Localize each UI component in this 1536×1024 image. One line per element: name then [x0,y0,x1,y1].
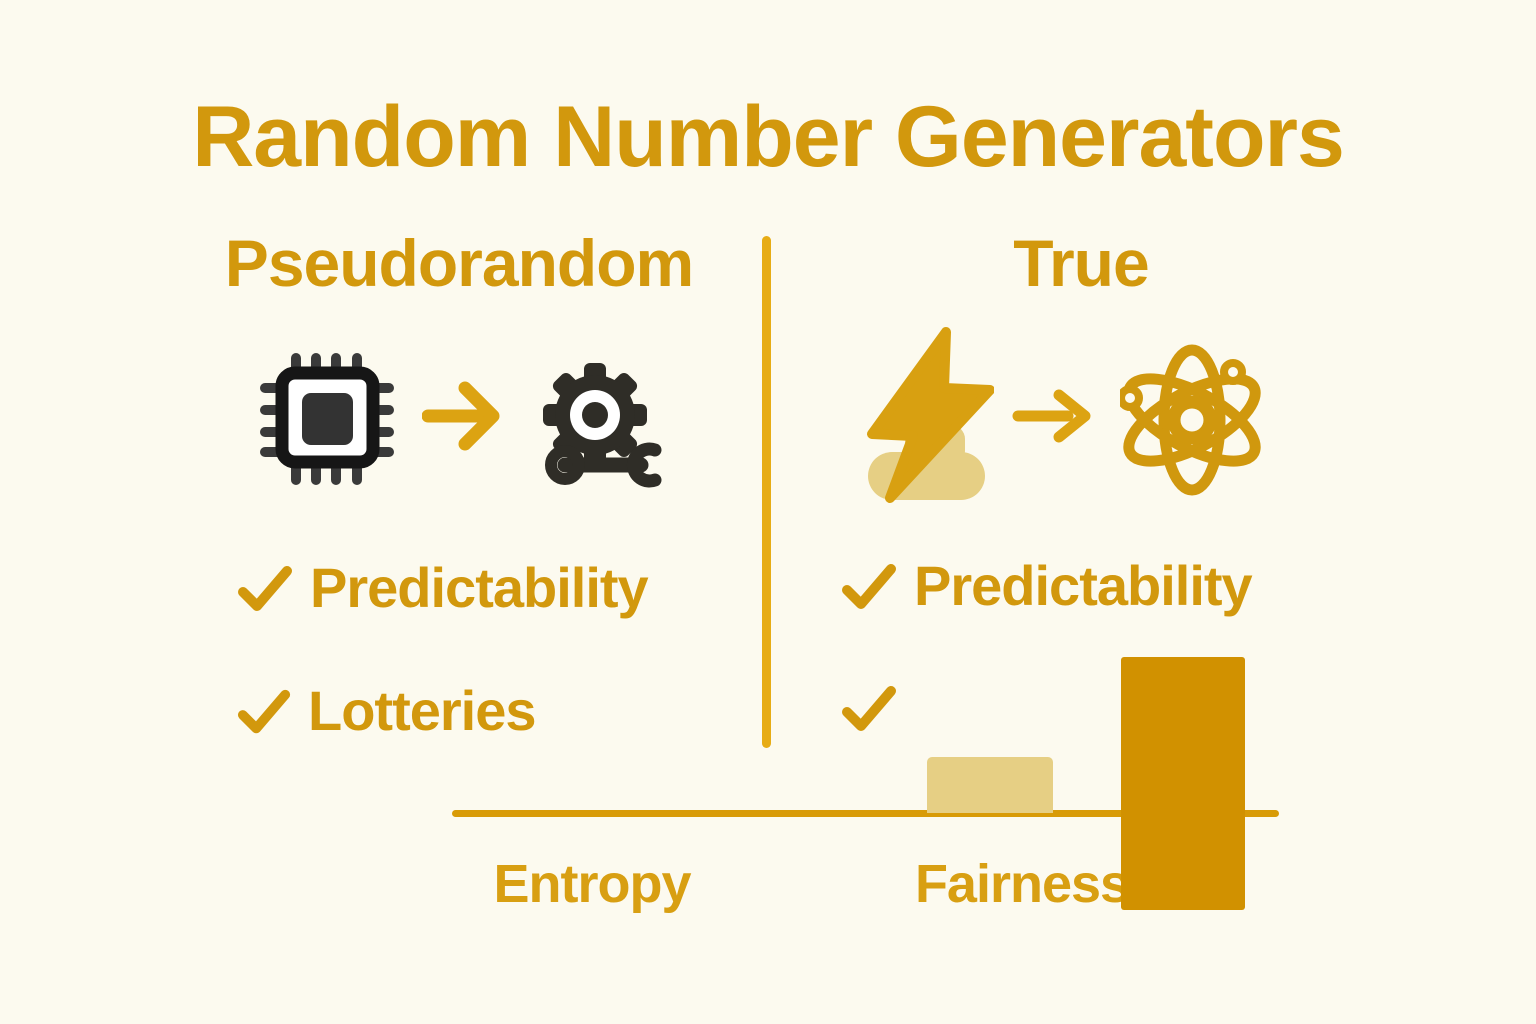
right-check-item-predictability: Predictability [840,554,1253,618]
gear-key-icon [543,363,662,488]
arrow-right-icon [1012,389,1091,443]
right-check-item-unlabeled [840,680,914,740]
right-column-header: True [1013,226,1149,300]
column-divider [762,236,771,748]
axis-label-fairness: Fairness [914,854,1130,914]
fairness-pale-bar [927,757,1053,813]
check-item-label: Predictability [310,556,649,619]
page-title: Random Number Generators [192,89,1345,185]
left-check-item-lotteries: Lotteries [236,683,536,743]
check-item-label: Lotteries [308,679,536,742]
check-icon [238,566,292,611]
check-item-label: Predictability [914,554,1253,617]
chart-axis-line [452,810,1279,817]
axis-label-entropy: Entropy [493,854,691,914]
check-icon [842,564,896,609]
check-icon [237,689,291,734]
left-check-item-predictability: Predictability [236,556,649,620]
chip-icon [260,353,394,485]
tall-dark-bar [1121,657,1245,910]
atom-icon [1120,344,1261,496]
check-icon [842,686,896,731]
lightning-icon [867,327,994,503]
left-column-header: Pseudorandom [224,226,694,300]
arrow-right-icon [422,381,500,451]
